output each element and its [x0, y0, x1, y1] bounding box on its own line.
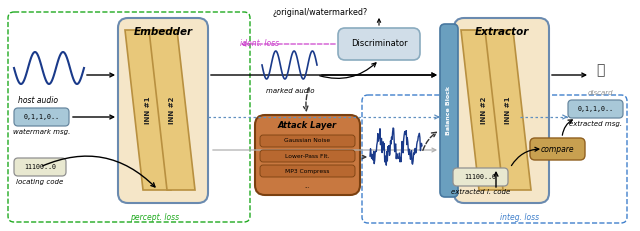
Polygon shape: [461, 30, 507, 190]
FancyBboxPatch shape: [454, 18, 549, 203]
Text: Lower-Pass Flt.: Lower-Pass Flt.: [285, 154, 330, 158]
Text: ...: ...: [305, 183, 310, 188]
Text: integ. loss: integ. loss: [500, 213, 540, 222]
FancyBboxPatch shape: [14, 158, 66, 176]
Text: locating code: locating code: [17, 179, 63, 185]
Text: MP3 Compress: MP3 Compress: [285, 168, 330, 173]
FancyBboxPatch shape: [568, 100, 623, 118]
Text: 11100..0: 11100..0: [24, 164, 56, 170]
FancyBboxPatch shape: [255, 115, 360, 195]
FancyBboxPatch shape: [260, 150, 355, 162]
Text: Balance Block: Balance Block: [447, 86, 451, 135]
Text: percept. loss: percept. loss: [131, 213, 180, 222]
Text: INN #2: INN #2: [481, 96, 487, 124]
Text: INN #1: INN #1: [505, 96, 511, 124]
Polygon shape: [149, 30, 195, 190]
Text: Attack Layer: Attack Layer: [278, 122, 337, 131]
Text: INN #2: INN #2: [169, 96, 175, 124]
FancyBboxPatch shape: [260, 135, 355, 147]
FancyBboxPatch shape: [440, 24, 458, 197]
FancyBboxPatch shape: [14, 108, 69, 126]
Text: Extractor: Extractor: [474, 27, 529, 37]
Text: 11100..0: 11100..0: [465, 174, 497, 180]
Text: discard: discard: [587, 90, 613, 96]
Text: 0,1,1,0..: 0,1,1,0..: [577, 106, 614, 112]
FancyBboxPatch shape: [118, 18, 208, 203]
Text: 0,1,1,0..: 0,1,1,0..: [24, 114, 60, 120]
Text: Discriminator: Discriminator: [351, 40, 407, 49]
FancyBboxPatch shape: [453, 168, 508, 186]
FancyBboxPatch shape: [338, 28, 420, 60]
Polygon shape: [125, 30, 171, 190]
Text: 🗑: 🗑: [596, 63, 604, 77]
Text: extracted l. code: extracted l. code: [451, 189, 510, 195]
Text: compare: compare: [541, 145, 574, 154]
Polygon shape: [485, 30, 531, 190]
Text: Gaussian Noise: Gaussian Noise: [284, 139, 331, 143]
Text: INN #1: INN #1: [145, 96, 151, 124]
Text: marked audio: marked audio: [266, 88, 314, 94]
Text: extracted msg.: extracted msg.: [569, 121, 622, 127]
Text: ¿original/watermarked?: ¿original/watermarked?: [273, 8, 367, 17]
Text: watermark msg.: watermark msg.: [13, 129, 70, 135]
Text: Embedder: Embedder: [133, 27, 193, 37]
FancyBboxPatch shape: [260, 165, 355, 177]
Text: host audio: host audio: [18, 96, 58, 105]
Text: ident. loss: ident. loss: [240, 39, 279, 48]
FancyBboxPatch shape: [530, 138, 585, 160]
